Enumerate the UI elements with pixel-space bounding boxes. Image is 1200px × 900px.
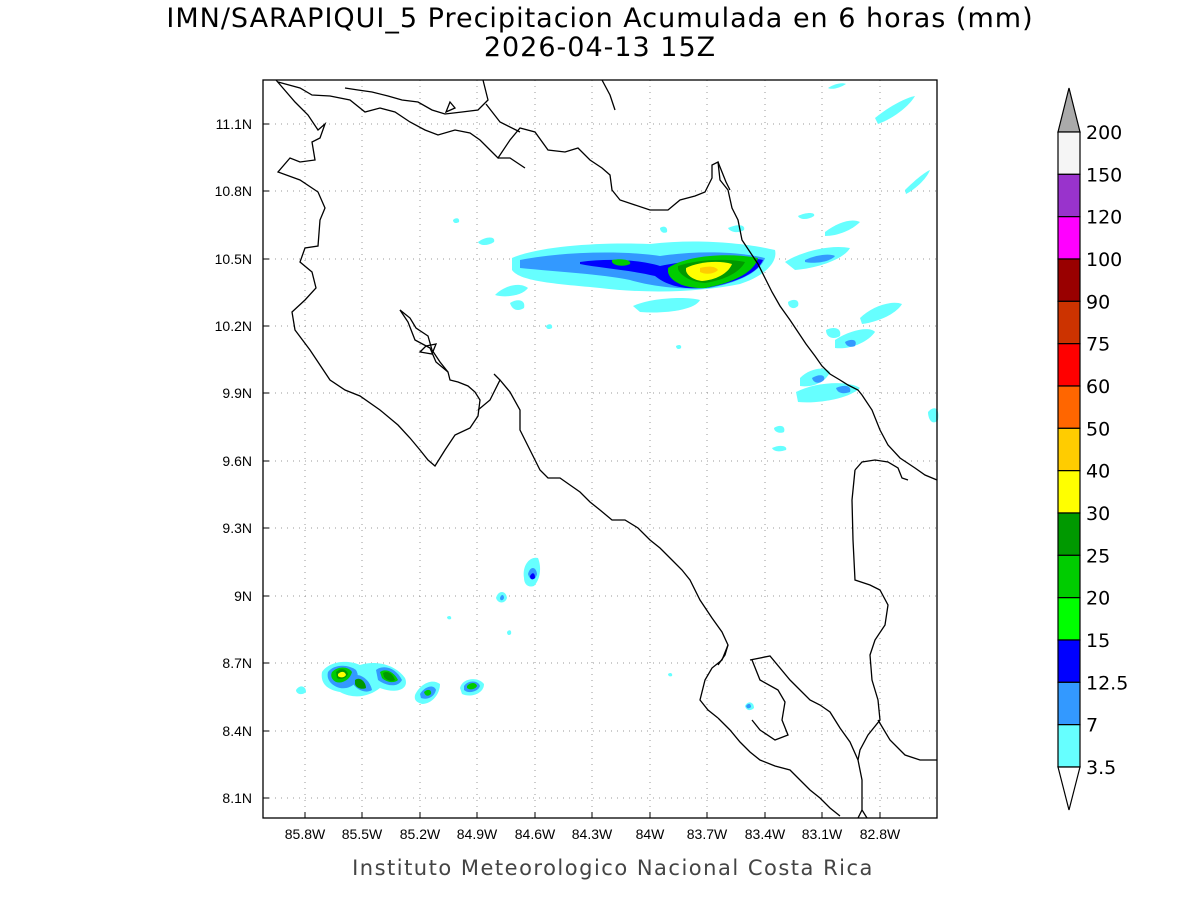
lon-tick-labels: 85.8W 85.5W 85.2W 84.9W 84.6W 84.3W 84W … [285, 826, 901, 842]
lon-tick-label: 84.3W [572, 826, 613, 842]
colorbar-label: 40 [1086, 461, 1110, 483]
colorbar-label: 150 [1086, 164, 1122, 186]
colorbar-swatch [1057, 724, 1081, 768]
colorbar-label: 25 [1086, 545, 1110, 567]
colorbar-label: 15 [1086, 630, 1110, 652]
colorbar-swatch [1057, 639, 1081, 683]
coastlines-borders [275, 79, 938, 819]
credit-text: Instituto Meteorologico Nacional Costa R… [352, 856, 874, 880]
lat-tick-label: 8.1N [222, 790, 252, 806]
map-title: IMN/SARAPIQUI_5 Precipitacion Acumulada … [166, 3, 1034, 34]
colorbar-swatch [1057, 343, 1081, 387]
lat-tick-label: 10.5N [215, 251, 252, 267]
lat-tick-labels: 11.1N 10.8N 10.5N 10.2N 9.9N 9.6N 9.3N 9… [215, 116, 252, 806]
colorbar-swatch [1057, 597, 1081, 641]
map-subtitle: 2026-04-13 15Z [483, 32, 717, 63]
lat-tick-label: 8.7N [222, 655, 252, 671]
lat-tick-label: 10.2N [215, 318, 252, 334]
colorbar-swatch [1057, 512, 1081, 556]
colorbar-swatch [1057, 216, 1081, 260]
colorbar-swatch [1057, 300, 1081, 345]
map-frame [262, 79, 938, 819]
colorbar-label: 200 [1086, 122, 1122, 144]
colorbar-label: 100 [1086, 249, 1122, 271]
colorbar-label: 50 [1086, 418, 1110, 440]
colorbar-over-triangle [1057, 87, 1081, 133]
precip-field-pacific [296, 557, 754, 711]
colorbar-label: 12.5 [1086, 672, 1128, 694]
colorbar-swatch [1057, 554, 1081, 599]
lon-tick-label: 85.8W [285, 826, 326, 842]
lon-tick-label: 85.2W [400, 826, 441, 842]
colorbar-label: 60 [1086, 376, 1110, 398]
lat-tick-label: 9.6N [222, 453, 252, 469]
lat-tick-label: 8.4N [222, 723, 252, 739]
colorbar-swatch [1057, 258, 1081, 302]
lon-tick-label: 84.9W [457, 826, 498, 842]
tick-marks [263, 123, 881, 818]
colorbar-under-triangle [1057, 766, 1081, 811]
lon-tick-label: 84.6W [515, 826, 556, 842]
colorbar-swatch [1057, 385, 1081, 429]
colorbar-swatch [1057, 173, 1081, 218]
lat-tick-label: 9.9N [222, 385, 252, 401]
lon-tick-label: 85.5W [342, 826, 383, 842]
colorbar-label: 20 [1086, 588, 1110, 610]
lat-tick-label: 10.8N [215, 183, 252, 199]
lon-tick-label: 82.8W [860, 826, 901, 842]
colorbar-label: 90 [1086, 291, 1110, 313]
colorbar-label: 3.5 [1086, 757, 1116, 779]
colorbar-swatch [1057, 470, 1081, 514]
lat-tick-label: 9.3N [222, 520, 252, 536]
colorbar-swatch [1057, 131, 1081, 175]
colorbar-label: 7 [1086, 715, 1098, 737]
lat-tick-label: 11.1N [216, 116, 252, 132]
colorbar-legend: 200 150 120 100 90 75 60 50 40 30 25 20 15 12.5 7 3.5 [1057, 87, 1128, 811]
colorbar-swatch [1057, 681, 1081, 726]
lon-tick-label: 84W [636, 826, 666, 842]
lat-tick-label: 9N [234, 588, 252, 604]
lon-tick-label: 83.1W [802, 826, 843, 842]
colorbar-label: 75 [1086, 334, 1110, 356]
colorbar-label: 120 [1086, 207, 1122, 229]
precip-field-caribbean [453, 83, 939, 452]
colorbar-swatch [1057, 427, 1081, 472]
lon-tick-label: 83.7W [687, 826, 728, 842]
grid-lines [263, 80, 937, 818]
lon-tick-label: 83.4W [745, 826, 786, 842]
colorbar-label: 30 [1086, 503, 1110, 525]
